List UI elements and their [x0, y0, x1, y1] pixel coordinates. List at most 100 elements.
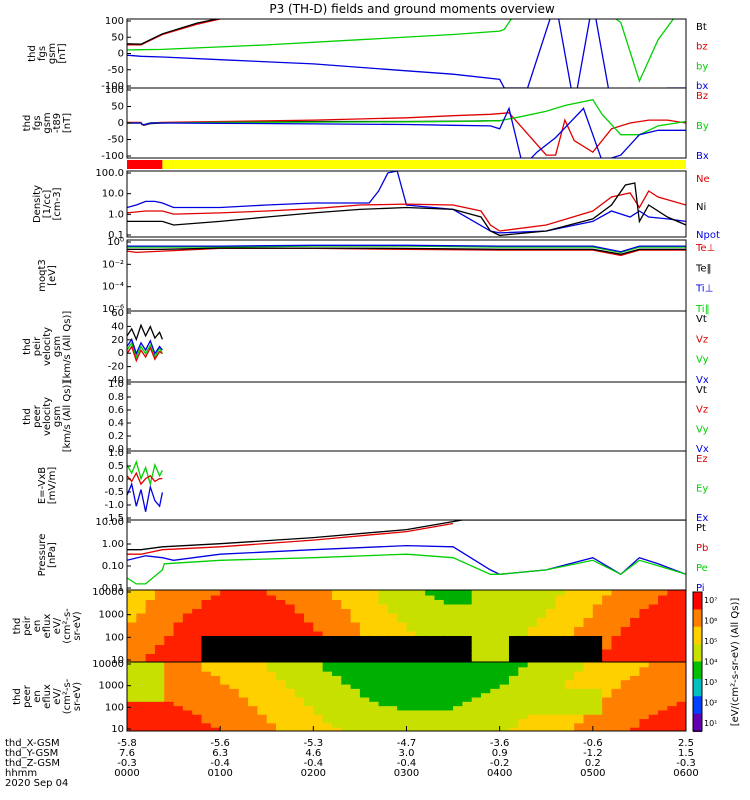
spectrogram-cell	[555, 674, 566, 681]
spectrogram-cell	[359, 705, 371, 711]
spectrogram-cell	[676, 718, 686, 724]
spectrogram-cell	[145, 626, 156, 632]
spectrogram-cell	[192, 666, 203, 672]
spectrogram-cell	[406, 700, 417, 707]
spectrogram-cell	[387, 722, 399, 728]
spectrogram-cell	[564, 662, 576, 668]
spectrogram-cell	[583, 626, 594, 632]
spectrogram-cell	[415, 670, 427, 676]
spectrogram-cell	[639, 674, 650, 681]
spectrogram-cell	[667, 687, 678, 694]
spectrogram-cell	[676, 657, 686, 662]
spectrogram-cell	[257, 621, 268, 627]
spectrogram-cell	[602, 612, 613, 618]
spectrogram-cell	[331, 603, 343, 609]
spectrogram-cell	[620, 590, 632, 596]
spectrogram-cell	[453, 670, 464, 676]
series-line	[127, 471, 163, 486]
spectrogram-cell	[425, 590, 436, 596]
spectrogram-cell	[145, 705, 156, 711]
spectrogram-cell	[387, 617, 399, 623]
spectrogram-cell	[443, 594, 455, 600]
spectrogram-cell	[136, 696, 147, 702]
spectrogram-cell	[611, 722, 622, 728]
spectrogram-cell	[136, 653, 147, 659]
spectrogram-cell	[592, 599, 604, 605]
spectrogram-cell	[434, 657, 445, 662]
spectrogram-cell	[257, 662, 268, 668]
spectrogram-cell	[658, 594, 669, 600]
legend-entry: Pi	[696, 583, 705, 594]
spectrogram-cell	[620, 713, 632, 720]
spectrogram-cell	[574, 662, 585, 668]
spectrogram-cell	[667, 713, 678, 720]
spectrogram-cell	[248, 670, 259, 676]
spectrogram-cell	[285, 612, 296, 618]
spectrogram-cell	[546, 621, 557, 627]
spectrogram-cell	[387, 666, 399, 672]
colorbar-label: [eV/(cm²-s-sr-eV) (All Qs)]	[730, 598, 741, 727]
spectrogram-cell	[583, 594, 594, 600]
spectrogram-cell	[415, 621, 427, 627]
spectrogram-cell	[658, 666, 669, 672]
spectrogram-cell	[220, 718, 231, 724]
x-axis-value: -0.6	[583, 738, 603, 749]
spectrogram-cell	[592, 653, 604, 659]
spectrogram-cell	[127, 726, 138, 731]
spectrogram-cell	[182, 594, 194, 600]
spectrogram-cell	[304, 687, 315, 694]
series-group	[127, 19, 686, 88]
spectrogram-cell	[518, 709, 529, 715]
spectrogram-cell	[397, 617, 408, 623]
spectrogram-cell	[583, 687, 594, 694]
spectrogram-cell	[658, 599, 669, 605]
y-tick-label: 0.6	[108, 405, 124, 416]
spectrogram-cell	[518, 648, 529, 654]
spectrogram-cell	[630, 666, 641, 672]
spectrogram-cell	[425, 726, 436, 731]
spectrogram-cell	[322, 644, 333, 650]
y-axis-label: velocity	[42, 327, 53, 366]
spectrogram-cell	[201, 626, 212, 632]
spectrogram-cell	[481, 644, 492, 650]
spectrogram-cell	[248, 626, 259, 632]
spectrogram-cell	[658, 621, 669, 627]
spectrogram-cell	[443, 700, 455, 707]
spectrogram-cell	[406, 594, 417, 600]
spectrogram-cell	[145, 713, 156, 720]
spectrogram-cell	[210, 599, 222, 605]
spectrogram-cell	[592, 657, 604, 662]
spectrogram-cell	[331, 713, 343, 720]
spectrogram-cell	[425, 713, 436, 720]
spectrogram-cell	[462, 594, 473, 600]
spectrogram-cell	[266, 679, 278, 685]
spectrogram-cell	[145, 630, 156, 636]
spectrogram-cell	[620, 705, 632, 711]
spectrogram-cell	[145, 612, 156, 618]
spectrogram-cell	[471, 679, 483, 685]
spectrogram-cell	[378, 612, 389, 618]
spectrogram-cell	[499, 635, 510, 641]
spectrogram-cell	[304, 657, 315, 662]
spectrogram-cell	[434, 612, 445, 618]
spectrogram-cell	[620, 644, 632, 650]
spectrogram-cell	[490, 683, 501, 689]
spectrogram-cell	[555, 621, 566, 627]
spectrogram-cell	[266, 700, 278, 707]
spectrogram-cell	[173, 662, 184, 668]
spectrogram-cell	[145, 666, 156, 672]
spectrogram-cell	[238, 679, 250, 685]
spectrogram-cell	[220, 599, 231, 605]
y-axis-label: [nPa]	[47, 542, 58, 568]
spectrogram-cell	[620, 670, 632, 676]
spectrogram-cell	[527, 657, 538, 662]
spectrogram-cell	[201, 630, 212, 636]
spectrogram-cell	[229, 612, 240, 618]
spectrogram-cell	[518, 696, 529, 702]
spectrogram-cell	[611, 696, 622, 702]
spectrogram-cell	[341, 653, 352, 659]
spectrogram-cell	[127, 657, 138, 662]
spectrogram-cell	[285, 648, 296, 654]
spectrogram-cell	[518, 687, 529, 694]
spectrogram-cell	[220, 594, 231, 600]
